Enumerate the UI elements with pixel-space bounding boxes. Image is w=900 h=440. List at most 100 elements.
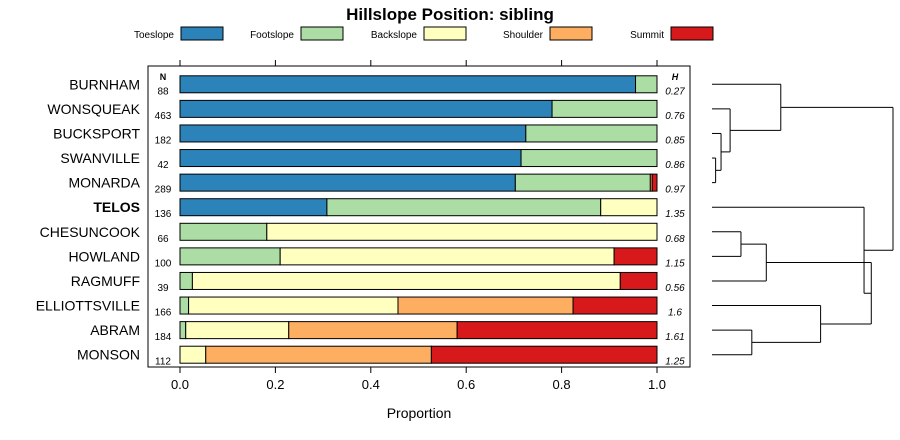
n-value-wonsqueak: 463 xyxy=(155,111,172,122)
h-value-burnham: 0.27 xyxy=(665,86,685,97)
h-value-elliottsville: 1.6 xyxy=(668,308,682,319)
h-value-bucksport: 0.85 xyxy=(665,135,685,146)
row-label-elliottsville: ELLIOTTSVILLE xyxy=(36,298,140,314)
x-tick-label-3: 0.6 xyxy=(457,377,475,392)
x-tick-label-4: 0.8 xyxy=(553,377,571,392)
legend-item-toeslope: Toeslope xyxy=(134,26,224,41)
row-label-monson: MONSON xyxy=(77,347,140,363)
legend-item-summit: Summit xyxy=(630,26,714,41)
bar-burnham-footslope xyxy=(635,75,658,94)
bar-chesuncook-footslope xyxy=(179,222,268,241)
n-value-telos: 136 xyxy=(155,209,172,220)
bar-ragmuff-backslope xyxy=(191,271,621,290)
bar-swanville-toeslope xyxy=(179,149,522,168)
chart-title: Hillslope Position: sibling xyxy=(346,5,554,24)
x-tick-label-5: 1.0 xyxy=(648,377,666,392)
row-label-bucksport: BUCKSPORT xyxy=(53,125,140,141)
legend-label-shoulder: Shoulder xyxy=(503,30,544,41)
n-value-howland: 100 xyxy=(155,258,172,269)
n-value-burnham: 88 xyxy=(157,86,169,97)
n-value-chesuncook: 66 xyxy=(157,234,169,245)
h-value-monarda: 0.97 xyxy=(665,185,685,196)
n-column-header: N xyxy=(160,72,167,82)
bar-wonsqueak-footslope xyxy=(551,99,658,118)
bars xyxy=(179,75,658,364)
bar-monarda-summit xyxy=(651,173,658,192)
bar-howland-backslope xyxy=(279,247,615,266)
h-column-header: H xyxy=(672,72,679,82)
plot-frame xyxy=(147,65,691,368)
legend-item-footslope: Footslope xyxy=(250,26,344,41)
h-value-ragmuff: 0.56 xyxy=(665,283,685,294)
bar-elliottsville-backslope xyxy=(188,296,399,315)
legend-item-shoulder: Shoulder xyxy=(503,26,593,41)
bar-telos-toeslope xyxy=(179,198,328,217)
x-axis-label: Proportion xyxy=(387,405,452,421)
row-label-telos: TELOS xyxy=(93,199,140,215)
bar-elliottsville-footslope xyxy=(179,296,190,315)
x-tick-label-1: 0.2 xyxy=(266,377,284,392)
bar-howland-summit xyxy=(613,247,658,266)
n-value-elliottsville: 166 xyxy=(155,308,172,319)
h-value-chesuncook: 0.68 xyxy=(665,234,685,245)
legend-swatch-footslope xyxy=(300,26,344,41)
n-value-swanville: 42 xyxy=(157,160,169,171)
bar-burnham-toeslope xyxy=(179,75,637,94)
n-value-monson: 112 xyxy=(155,357,171,368)
bar-abram-summit xyxy=(456,321,658,340)
n-value-abram: 184 xyxy=(155,332,172,343)
row-label-abram: ABRAM xyxy=(90,322,140,338)
bar-chesuncook-backslope xyxy=(266,222,658,241)
legend-item-backslope: Backslope xyxy=(371,26,467,41)
x-tick-label-2: 0.4 xyxy=(362,377,380,392)
bar-bucksport-toeslope xyxy=(179,124,527,143)
bar-abram-footslope xyxy=(179,321,187,340)
n-value-monarda: 289 xyxy=(155,185,172,196)
n-value-bucksport: 182 xyxy=(155,135,172,146)
h-value-wonsqueak: 0.76 xyxy=(665,111,685,122)
legend-swatch-backslope xyxy=(423,26,467,41)
legend-swatch-toeslope xyxy=(180,26,224,41)
bar-monarda-footslope xyxy=(514,173,651,192)
bar-wonsqueak-toeslope xyxy=(179,99,553,118)
legend-label-summit: Summit xyxy=(630,30,664,41)
legend-label-footslope: Footslope xyxy=(250,30,294,41)
row-label-chesuncook: CHESUNCOOK xyxy=(40,224,141,240)
bar-elliottsville-summit xyxy=(572,296,658,315)
row-label-burnham: BURNHAM xyxy=(69,76,140,92)
legend-label-backslope: Backslope xyxy=(371,30,418,41)
bar-monson-backslope xyxy=(179,345,207,364)
row-label-ragmuff: RAGMUFF xyxy=(71,273,140,289)
bar-monson-summit xyxy=(430,345,658,364)
bar-elliottsville-shoulder xyxy=(397,296,574,315)
legend-swatch-shoulder xyxy=(549,26,593,41)
bar-monson-shoulder xyxy=(205,345,432,364)
row-labels: BURNHAM 88 0.27 WONSQUEAK 463 0.76 BUCKSPORT 18… xyxy=(36,76,685,367)
dendrogram xyxy=(712,83,894,356)
row-label-howland: HOWLAND xyxy=(68,248,140,264)
legend: Toeslope Footslope Backslope Shoulder Summit xyxy=(134,26,714,41)
h-value-howland: 1.15 xyxy=(665,258,685,269)
legend-label-toeslope: Toeslope xyxy=(134,30,174,41)
bar-bucksport-footslope xyxy=(525,124,658,143)
axes: 0.0 0.2 0.4 0.6 0.8 1.0 N H xyxy=(147,60,691,392)
h-value-telos: 1.35 xyxy=(665,209,685,220)
bar-telos-footslope xyxy=(326,198,602,217)
n-value-ragmuff: 39 xyxy=(157,283,169,294)
bar-ragmuff-footslope xyxy=(179,271,193,290)
h-value-swanville: 0.86 xyxy=(665,160,685,171)
bar-howland-footslope xyxy=(179,247,281,266)
h-value-monson: 1.25 xyxy=(665,357,685,368)
bar-ragmuff-summit xyxy=(619,271,658,290)
bar-abram-backslope xyxy=(185,321,290,340)
h-value-abram: 1.61 xyxy=(665,332,684,343)
row-label-swanville: SWANVILLE xyxy=(60,150,140,166)
x-tick-label-0: 0.0 xyxy=(171,377,189,392)
bar-telos-backslope xyxy=(600,198,658,217)
row-label-monarda: MONARDA xyxy=(68,175,140,191)
bar-monarda-toeslope xyxy=(179,173,516,192)
bar-abram-shoulder xyxy=(288,321,458,340)
row-label-wonsqueak: WONSQUEAK xyxy=(47,101,140,117)
legend-swatch-summit xyxy=(670,26,714,41)
